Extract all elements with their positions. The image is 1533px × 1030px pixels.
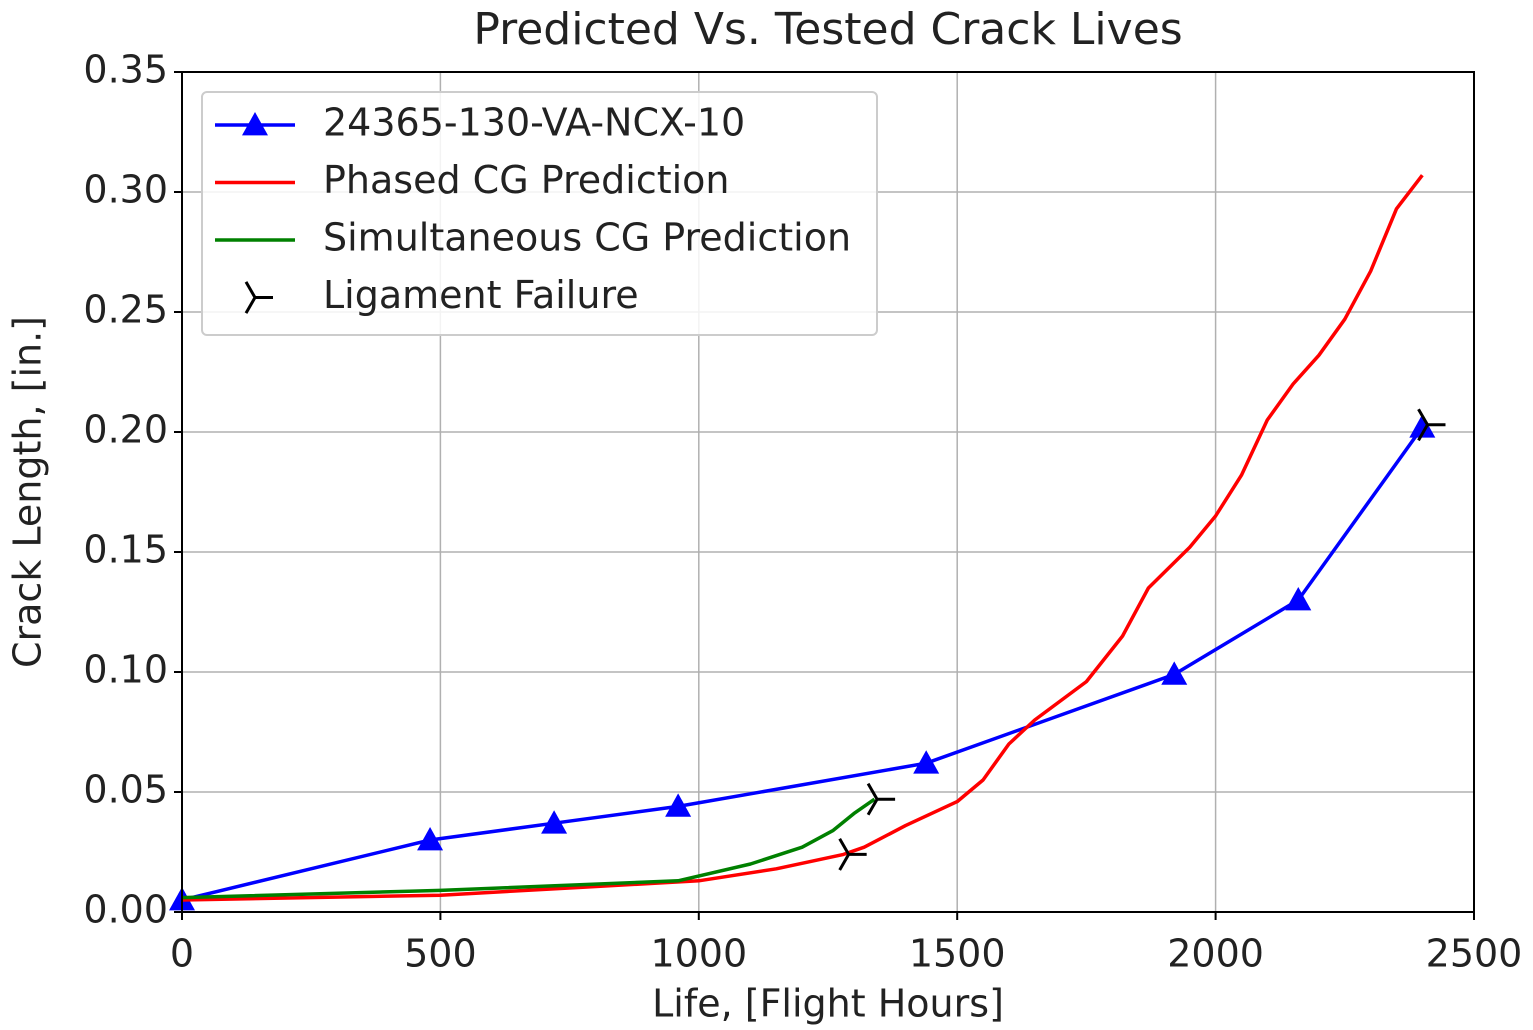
triangle-marker <box>242 112 268 136</box>
plot-frame <box>181 71 1475 913</box>
triangle-marker <box>417 827 444 851</box>
y-tick-label: 0.20 <box>83 408 168 452</box>
legend-label: Simultaneous CG Prediction <box>323 216 851 260</box>
y-tick-label: 0.10 <box>83 648 168 692</box>
legend-box <box>201 91 878 336</box>
legend-label: Phased CG Prediction <box>323 158 730 202</box>
series-line <box>181 174 1424 902</box>
y-tick-label: 0.15 <box>83 528 168 572</box>
x-tick-label: 0 <box>170 932 194 976</box>
ligament-marker <box>838 838 867 871</box>
y-tick-label: 0.00 <box>83 888 168 932</box>
ligament-marker <box>866 782 896 816</box>
triangle-marker <box>1161 661 1188 685</box>
ligament-marker <box>1417 408 1446 442</box>
triangle-marker <box>913 750 940 774</box>
x-tick-label: 500 <box>404 932 477 976</box>
y-tick-label: 0.05 <box>83 768 168 812</box>
x-tick-label: 1500 <box>909 932 1006 976</box>
y-tick-label: 0.30 <box>83 168 168 212</box>
x-tick-label: 1000 <box>650 932 747 976</box>
x-axis-label: Life, [Flight Hours] <box>652 982 1004 1026</box>
y-tick-label: 0.25 <box>83 288 168 332</box>
ligament-marker <box>244 281 273 314</box>
series-line <box>181 426 1424 902</box>
y-tick-label: 0.35 <box>83 48 168 92</box>
legend: 24365-130-VA-NCX-10 Phased CG Prediction S… <box>201 91 878 336</box>
legend-label: 24365-130-VA-NCX-10 <box>323 101 745 145</box>
triangle-marker <box>665 793 692 817</box>
triangle-marker <box>1409 414 1436 438</box>
series-line <box>181 797 876 900</box>
x-tick-label: 2000 <box>1167 932 1264 976</box>
x-tick-label: 2500 <box>1426 932 1523 976</box>
triangle-marker <box>541 810 568 834</box>
triangle-marker <box>1285 587 1312 611</box>
chart-title: Predicted Vs. Tested Crack Lives <box>473 4 1182 55</box>
legend-label: Ligament Failure <box>323 273 639 317</box>
y-axis-label: Crack Length, [in.] <box>6 316 50 668</box>
